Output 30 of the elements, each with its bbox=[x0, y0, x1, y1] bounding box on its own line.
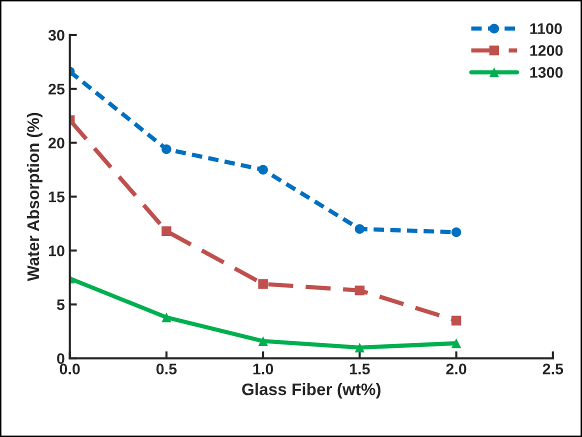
x-tick-label: 1.5 bbox=[350, 364, 370, 374]
y-tick-label: 25 bbox=[48, 84, 65, 95]
point bbox=[354, 342, 365, 352]
point bbox=[162, 312, 172, 322]
point bbox=[354, 224, 365, 234]
x-axis-title: Glass Fiber (wt%) bbox=[242, 383, 380, 399]
point bbox=[354, 286, 365, 296]
point bbox=[451, 227, 462, 238]
y-tick-label: 5 bbox=[56, 299, 65, 310]
x-tick-label: 2.5 bbox=[542, 364, 564, 374]
legend-label: 1100 bbox=[530, 23, 562, 34]
legend-label: 1200 bbox=[530, 45, 563, 56]
point bbox=[258, 336, 268, 346]
y-tick-label: 30 bbox=[48, 30, 64, 41]
y-tick-label: 15 bbox=[48, 192, 65, 202]
y-tick-label: 20 bbox=[48, 138, 64, 148]
y-tick-label: 0 bbox=[57, 353, 64, 364]
point bbox=[258, 164, 268, 175]
x-tick-label: 2.0 bbox=[446, 364, 466, 374]
x-tick-label: 0.5 bbox=[156, 364, 177, 374]
legend-label: 1300 bbox=[530, 67, 563, 78]
point bbox=[162, 144, 172, 154]
x-tick-label: 1.0 bbox=[253, 364, 274, 374]
point bbox=[258, 279, 268, 289]
point bbox=[451, 316, 462, 326]
y-axis-title: Water Absorption (%) bbox=[26, 112, 42, 282]
point bbox=[451, 338, 462, 348]
y-tick-label: 10 bbox=[48, 245, 64, 256]
x-tick-label: 0.0 bbox=[60, 364, 80, 374]
point bbox=[162, 226, 172, 236]
